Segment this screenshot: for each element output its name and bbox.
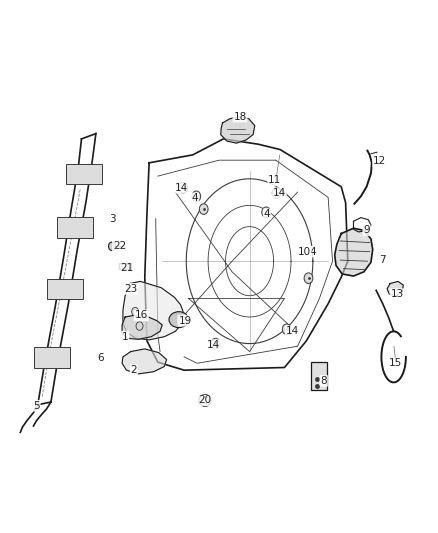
Bar xyxy=(119,263,131,269)
Text: 16: 16 xyxy=(134,310,148,320)
Circle shape xyxy=(283,324,291,335)
Text: 19: 19 xyxy=(178,316,191,326)
Polygon shape xyxy=(123,281,184,340)
Text: 14: 14 xyxy=(286,326,299,336)
Polygon shape xyxy=(122,349,166,374)
Ellipse shape xyxy=(169,312,189,328)
Circle shape xyxy=(109,242,116,251)
Text: 10: 10 xyxy=(297,247,311,256)
Polygon shape xyxy=(122,316,162,340)
Text: 3: 3 xyxy=(109,214,115,224)
Text: 9: 9 xyxy=(363,225,370,236)
Circle shape xyxy=(262,207,271,217)
Text: 11: 11 xyxy=(268,175,282,185)
Text: 2: 2 xyxy=(131,365,137,375)
Polygon shape xyxy=(221,117,255,143)
Text: 5: 5 xyxy=(33,401,40,411)
Text: 18: 18 xyxy=(233,111,247,122)
Bar xyxy=(311,362,327,390)
Text: 7: 7 xyxy=(379,255,386,265)
Bar xyxy=(57,217,93,238)
Text: 4: 4 xyxy=(264,209,270,220)
Text: 6: 6 xyxy=(97,353,103,363)
Text: 22: 22 xyxy=(113,241,126,251)
Text: 14: 14 xyxy=(207,340,220,350)
Text: 20: 20 xyxy=(198,395,212,406)
Circle shape xyxy=(179,182,187,193)
Text: 14: 14 xyxy=(272,188,286,198)
Circle shape xyxy=(211,338,220,349)
Text: 8: 8 xyxy=(321,376,327,386)
Polygon shape xyxy=(335,228,373,276)
Circle shape xyxy=(136,322,143,330)
Text: 23: 23 xyxy=(124,284,138,294)
Text: 15: 15 xyxy=(389,358,403,368)
Bar xyxy=(66,164,102,184)
Text: 21: 21 xyxy=(120,263,133,272)
Polygon shape xyxy=(387,281,403,296)
Circle shape xyxy=(272,188,281,198)
Circle shape xyxy=(192,191,201,201)
Circle shape xyxy=(132,308,139,316)
Text: 12: 12 xyxy=(373,156,386,166)
Circle shape xyxy=(304,273,313,284)
Circle shape xyxy=(199,204,208,214)
Text: 1: 1 xyxy=(122,332,128,342)
Bar xyxy=(34,348,71,368)
Text: 14: 14 xyxy=(175,183,188,193)
Bar xyxy=(47,279,83,299)
Text: 13: 13 xyxy=(391,289,404,299)
Text: 4: 4 xyxy=(310,247,316,256)
Text: 4: 4 xyxy=(192,193,198,204)
